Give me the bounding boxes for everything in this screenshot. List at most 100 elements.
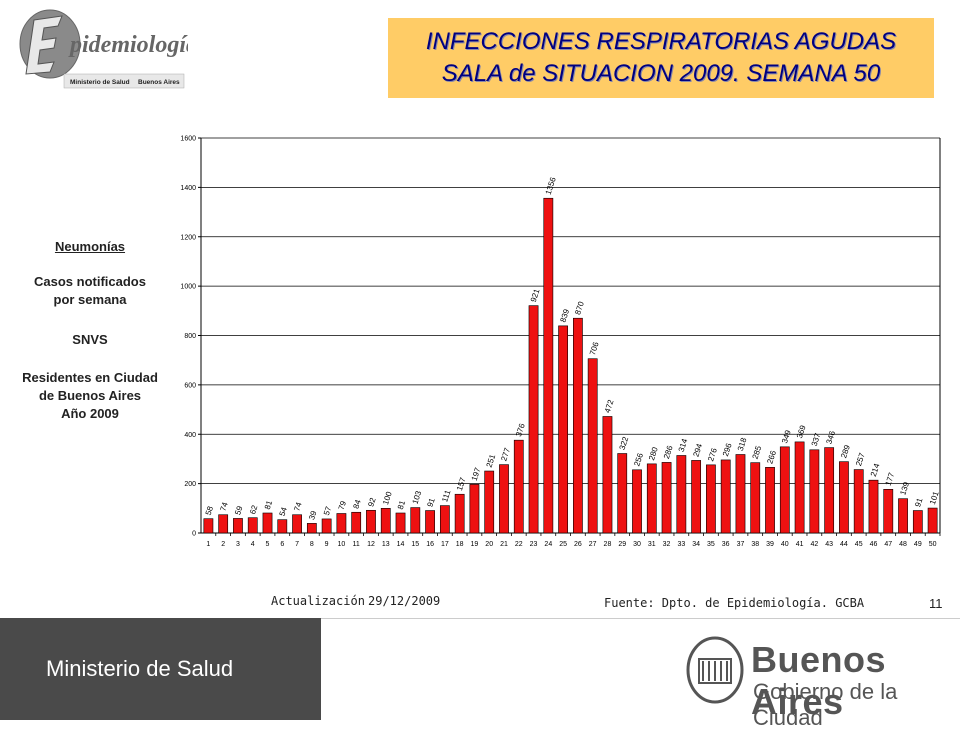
- data-label: 337: [810, 431, 823, 447]
- data-label: 376: [514, 422, 527, 438]
- data-label: 870: [573, 300, 586, 316]
- bar: [927, 507, 938, 534]
- x-tick-label: 37: [737, 541, 745, 548]
- x-tick-label: 3: [236, 541, 240, 548]
- epidemiologia-logo: pidemiología Ministerio de Salud Buenos …: [12, 6, 188, 94]
- svg-text:pidemiología: pidemiología: [68, 32, 188, 58]
- bar: [853, 469, 864, 534]
- ba-panel: Buenos Aires Gobierno de la Ciudad: [321, 618, 960, 730]
- data-label: 59: [233, 504, 244, 516]
- data-label: 369: [795, 424, 808, 440]
- x-tick-label: 47: [884, 541, 892, 548]
- bar: [883, 489, 894, 534]
- bar-chart: 0200400600800100012001400160058174259362…: [180, 136, 940, 549]
- bar: [765, 467, 775, 534]
- y-tick-label: 0: [192, 531, 196, 538]
- data-label: 286: [662, 444, 675, 460]
- y-tick-label: 1000: [180, 284, 196, 291]
- bar: [454, 493, 465, 534]
- side-line-5: de Buenos Aires: [38, 388, 142, 403]
- ba-shield-icon: [686, 636, 744, 704]
- bar: [735, 454, 746, 534]
- bar: [366, 509, 376, 534]
- x-tick-label: 49: [914, 541, 922, 548]
- bar: [750, 462, 761, 534]
- ba-title: Buenos Aires: [751, 639, 887, 722]
- bar: [809, 449, 820, 534]
- bar: [632, 469, 642, 534]
- data-label: 472: [603, 398, 616, 414]
- bar: [439, 505, 450, 534]
- x-tick-label: 8: [310, 541, 314, 548]
- data-label: 54: [278, 506, 289, 518]
- bar: [528, 305, 539, 534]
- bar: [425, 510, 435, 534]
- bar: [484, 470, 495, 534]
- data-label: 280: [647, 445, 660, 461]
- data-label: 277: [499, 446, 512, 462]
- data-label: 139: [898, 480, 911, 496]
- bar: [558, 325, 568, 534]
- x-tick-label: 25: [559, 541, 567, 548]
- x-tick-label: 21: [500, 541, 508, 548]
- x-tick-label: 22: [515, 541, 523, 548]
- x-tick-label: 35: [707, 541, 715, 548]
- x-tick-label: 31: [648, 541, 656, 548]
- data-label: 257: [854, 451, 867, 467]
- data-label: 84: [352, 498, 363, 510]
- bar: [661, 462, 672, 534]
- data-label: 81: [396, 499, 407, 511]
- x-tick-label: 40: [781, 541, 789, 548]
- x-tick-label: 28: [604, 541, 612, 548]
- data-label: 318: [736, 436, 749, 452]
- bar: [617, 453, 628, 534]
- bar: [395, 512, 406, 534]
- x-tick-label: 39: [766, 541, 774, 548]
- x-tick-label: 9: [325, 541, 329, 548]
- data-label: 58: [204, 505, 215, 517]
- y-tick-label: 600: [184, 382, 196, 389]
- x-tick-label: 4: [251, 541, 255, 548]
- bar: [499, 464, 509, 534]
- bar: [218, 514, 229, 534]
- bar: [912, 510, 923, 534]
- x-tick-label: 11: [353, 541, 360, 548]
- data-label: 296: [721, 442, 734, 458]
- bar: [469, 484, 480, 534]
- x-tick-label: 7: [295, 541, 299, 548]
- update-date: 29/12/2009: [368, 594, 441, 608]
- data-label: 81: [263, 499, 274, 511]
- data-label: 322: [618, 435, 631, 451]
- side-line-3: SNVS: [72, 332, 108, 347]
- data-label: 79: [337, 499, 348, 511]
- bar: [676, 455, 687, 534]
- x-tick-label: 16: [426, 541, 434, 548]
- x-tick-label: 26: [574, 541, 582, 548]
- data-label: 921: [529, 287, 542, 303]
- logo-ba-text: Buenos Aires: [138, 79, 180, 86]
- data-label: 839: [558, 307, 571, 323]
- bar: [602, 416, 613, 534]
- x-tick-label: 30: [633, 541, 641, 548]
- bar: [720, 459, 731, 534]
- x-tick-label: 32: [663, 541, 671, 548]
- x-tick-label: 19: [471, 541, 479, 548]
- x-tick-label: 34: [692, 541, 700, 548]
- bottom-banner: Ministerio de Salud Buenos Aires Gobiern…: [0, 618, 960, 730]
- bar: [351, 511, 362, 534]
- data-label: 39: [307, 509, 318, 521]
- data-label: 197: [470, 466, 483, 482]
- bar: [587, 358, 598, 534]
- data-label: 57: [322, 505, 333, 517]
- x-tick-label: 18: [456, 541, 464, 548]
- data-label: 251: [485, 453, 498, 469]
- x-tick-label: 48: [899, 541, 907, 548]
- data-label: 91: [425, 496, 436, 508]
- data-label: 285: [751, 444, 764, 460]
- x-tick-label: 12: [367, 541, 375, 548]
- bar: [336, 513, 347, 534]
- ministerio-panel: Ministerio de Salud: [0, 618, 321, 720]
- data-label: 706: [588, 340, 601, 356]
- data-label: 289: [839, 443, 852, 459]
- y-tick-label: 1200: [180, 234, 196, 241]
